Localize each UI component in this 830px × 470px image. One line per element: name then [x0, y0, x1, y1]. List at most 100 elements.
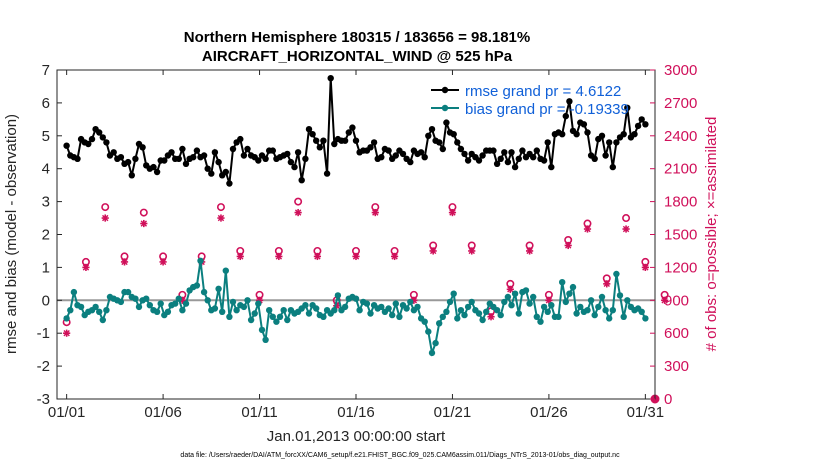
bias-point: [378, 303, 385, 311]
rmse-point: [222, 168, 229, 176]
x-tick-label: 01/26: [530, 404, 568, 421]
obs-assimilated-marker: [526, 247, 534, 255]
obs-assimilated-marker: [313, 252, 322, 261]
bias-point: [172, 300, 179, 307]
y-tick-label-left: -3: [37, 391, 50, 408]
x-tick-label: 01/31: [627, 404, 665, 421]
rmse-point: [511, 163, 519, 171]
y-axis-label-left: rmse and bias (model - observation): [3, 114, 20, 354]
rmse-point: [533, 147, 540, 154]
obs-possible-marker: [622, 214, 631, 223]
obs-assimilated-stroke: [603, 280, 610, 288]
rmse-point: [352, 137, 360, 144]
obs-assimilated-stroke: [237, 253, 244, 260]
right-axis: 0 300 600 900 1200 1500 1800 2100 2400 2700 3000: [650, 62, 697, 408]
bias-point: [157, 300, 164, 307]
rmse-point: [562, 112, 569, 120]
rmse-point: [305, 126, 313, 133]
bias-point: [103, 307, 110, 314]
obs-assimilated-stroke: [564, 242, 572, 249]
bias-point: [251, 310, 258, 317]
rmse-point: [591, 155, 598, 162]
bias-point: [117, 298, 125, 306]
bias-point: [443, 308, 450, 315]
bias-point: [200, 288, 208, 296]
bias-point: [320, 313, 327, 320]
rmse-point: [606, 139, 613, 146]
bias-point: [363, 300, 371, 307]
obs-assimilated-marker: [159, 258, 167, 266]
bias-point: [450, 290, 457, 297]
bias-point: [620, 313, 627, 320]
bias-point: [403, 305, 410, 312]
bias-point: [146, 302, 153, 309]
obs-assimilated-stroke: [622, 225, 630, 233]
bias-point: [602, 307, 609, 314]
obs-assimilated-marker: [63, 329, 71, 337]
obs-assimilated-stroke: [526, 247, 533, 255]
rmse-point: [331, 140, 338, 148]
rmse-point: [294, 149, 302, 156]
rmse-point: [341, 137, 349, 144]
rmse-point: [450, 131, 457, 138]
bias-point: [255, 300, 262, 307]
rmse-point: [88, 135, 96, 143]
obs-assimilated-marker: [120, 258, 129, 266]
bias-point: [233, 307, 240, 314]
bias-point: [504, 293, 512, 301]
y-tick-label-left: 7: [42, 62, 50, 79]
bias-point: [479, 316, 486, 324]
rmse-point: [428, 126, 436, 133]
rmse-point: [566, 98, 573, 105]
rmse-point: [508, 149, 515, 156]
obs-assimilated-stroke: [314, 253, 321, 260]
y-tick-label-left: 4: [42, 161, 50, 178]
bias-point: [389, 311, 396, 319]
rmse-point: [425, 132, 432, 139]
series-layer: [63, 75, 649, 357]
obs-assimilated-marker: [82, 263, 90, 271]
y-tick-label-left: 2: [42, 227, 50, 244]
y-tick-label-right: 3000: [664, 62, 697, 79]
bias-point: [197, 257, 204, 264]
bias-point: [584, 307, 591, 314]
rmse-point: [461, 150, 468, 158]
rmse-point: [168, 149, 175, 156]
rmse-point: [475, 157, 483, 164]
bias-point: [616, 292, 624, 299]
obs-assimilated-marker: [390, 252, 399, 261]
rmse-point: [200, 152, 208, 159]
x-tick-label: 01/21: [434, 404, 472, 421]
obs-assimilated-stroke: [468, 247, 475, 255]
rmse-point: [573, 131, 580, 138]
bias-point: [566, 290, 573, 297]
rmse-point: [284, 150, 291, 158]
rmse-point: [602, 152, 609, 159]
bias-point: [522, 287, 530, 294]
bias-point: [280, 307, 287, 314]
rmse-point: [530, 154, 537, 161]
rmse-point: [179, 145, 186, 153]
bias-point: [475, 310, 483, 317]
obs-assimilated-marker: [506, 285, 514, 293]
obs-assimilated-stroke: [449, 209, 456, 216]
rmse-point: [193, 147, 201, 154]
rmse-point: [128, 172, 135, 179]
obs-assimilated-stroke: [159, 258, 167, 266]
bias-point: [548, 302, 555, 309]
rmse-point: [309, 131, 316, 138]
rmse-point: [367, 144, 374, 151]
y-tick-label-left: 0: [42, 292, 50, 309]
bias-point: [67, 307, 74, 314]
rmse-point: [349, 124, 356, 131]
obs-assimilated-marker: [564, 241, 572, 250]
bias-point: [624, 297, 631, 304]
rmse-point: [103, 139, 110, 146]
rmse-point: [190, 154, 197, 161]
bias-point: [244, 297, 251, 304]
bias-point: [385, 305, 392, 312]
bias-point: [540, 303, 548, 311]
y-tick-label-right: 900: [664, 292, 689, 309]
left-axis: -3 -2 -1 0 1 2 3 4 5 6 7: [37, 62, 62, 408]
bias-point: [352, 295, 360, 302]
